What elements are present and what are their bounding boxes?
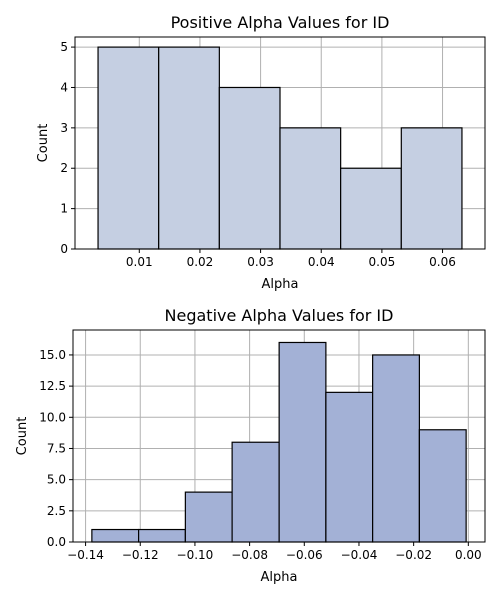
positive-y-tick-label-0: 0	[60, 242, 68, 256]
positive-x-tick-label-2: 0.03	[247, 255, 274, 269]
negative-y-axis-label: Count	[15, 417, 30, 456]
negative-chart-title: Negative Alpha Values for ID	[165, 306, 394, 325]
positive-bar-1	[158, 46, 220, 250]
negative-x-ticks: −0.14 −0.12 −0.10 −0.08 −0.06 −0.04 −0.02 0.00	[67, 542, 482, 562]
negative-y-tick-label-2: 5.0	[47, 473, 66, 487]
negative-x-tick-label-5: −0.04	[341, 548, 378, 562]
negative-bar-2	[184, 491, 233, 543]
positive-x-ticks: 0.01 0.02 0.03 0.04 0.05 0.06	[126, 249, 456, 269]
positive-y-tick-label-5: 5	[60, 40, 68, 54]
negative-bar-0	[91, 528, 140, 543]
positive-y-tick-label-2: 2	[60, 161, 68, 175]
negative-x-tick-label-7: 0.00	[455, 548, 482, 562]
positive-chart-title: Positive Alpha Values for ID	[171, 13, 390, 32]
negative-x-tick-label-1: −0.12	[122, 548, 159, 562]
positive-x-tick-label-5: 0.06	[429, 255, 456, 269]
negative-bar-6	[372, 354, 420, 543]
positive-x-axis-label: Alpha	[262, 277, 299, 292]
negative-y-tick-label-1: 2.5	[47, 504, 66, 518]
positive-x-tick-label-1: 0.02	[187, 255, 214, 269]
positive-y-ticks: 0 1 2 3 4 5	[60, 40, 75, 256]
positive-bar-2	[218, 86, 281, 250]
positive-x-tick-label-0: 0.01	[126, 255, 153, 269]
negative-bar-5	[325, 391, 374, 543]
negative-y-tick-label-4: 10.0	[39, 410, 66, 424]
negative-y-ticks: 0.0 2.5 5.0 7.5 10.0 12.5 15.0	[39, 348, 73, 549]
positive-alpha-histogram: 0.01 0.02 0.03 0.04 0.05 0.06 0 1 2 3 4 5 Positive…	[36, 13, 486, 292]
negative-y-tick-label-3: 7.5	[47, 441, 66, 455]
positive-x-tick-label-3: 0.04	[308, 255, 335, 269]
positive-y-tick-label-3: 3	[60, 121, 68, 135]
positive-plot-frame	[74, 36, 486, 250]
negative-x-tick-label-6: −0.02	[395, 548, 432, 562]
negative-x-tick-label-3: −0.08	[231, 548, 268, 562]
negative-bar-1	[138, 528, 186, 543]
negative-bar-3	[231, 441, 280, 543]
positive-y-tick-label-1: 1	[60, 202, 68, 216]
negative-y-tick-label-0: 0.0	[47, 535, 66, 549]
positive-bars	[97, 46, 463, 250]
negative-y-tick-label-5: 12.5	[39, 379, 66, 393]
positive-bar-4	[340, 167, 402, 250]
negative-plot-frame	[72, 329, 486, 543]
negative-bars	[91, 341, 467, 543]
negative-x-tick-label-0: −0.14	[67, 548, 104, 562]
positive-y-tick-label-4: 4	[60, 80, 68, 94]
positive-x-tick-label-4: 0.05	[369, 255, 396, 269]
negative-y-tick-label-6: 15.0	[39, 348, 66, 362]
positive-bar-5	[400, 127, 463, 250]
negative-alpha-histogram: −0.14 −0.12 −0.10 −0.08 −0.06 −0.04 −0.02 0.00 …	[15, 306, 486, 585]
negative-x-tick-label-2: −0.10	[177, 548, 214, 562]
negative-x-tick-label-4: −0.06	[286, 548, 323, 562]
negative-bar-7	[418, 429, 467, 543]
positive-bar-0	[97, 46, 160, 250]
positive-y-axis-label: Count	[36, 124, 51, 163]
negative-x-axis-label: Alpha	[261, 570, 298, 585]
negative-bar-4	[278, 341, 327, 543]
positive-bar-3	[279, 127, 342, 250]
